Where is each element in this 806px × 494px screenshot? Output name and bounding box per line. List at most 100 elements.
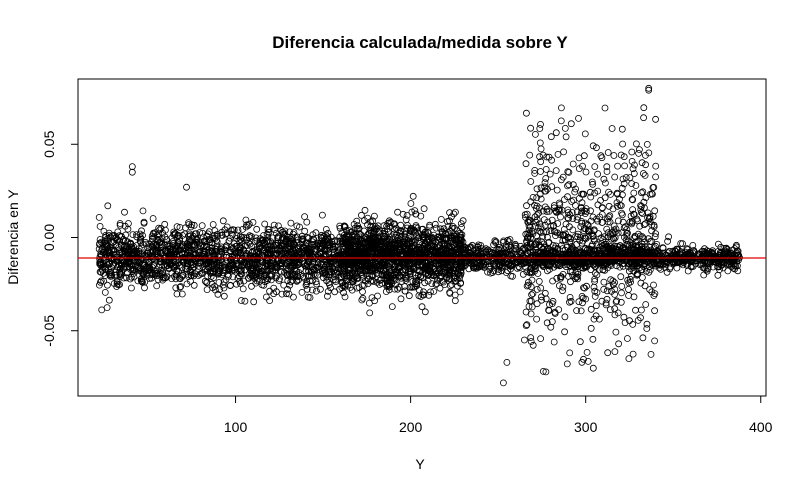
data-point <box>187 242 195 249</box>
data-point <box>336 222 344 230</box>
data-point <box>527 334 535 342</box>
data-point <box>643 320 651 328</box>
data-point <box>274 256 282 264</box>
data-point <box>121 208 128 216</box>
data-point <box>260 246 268 254</box>
data-point <box>189 261 196 269</box>
data-point <box>266 297 274 305</box>
data-point <box>304 293 312 301</box>
data-point <box>299 236 307 244</box>
data-point <box>612 328 620 336</box>
data-point <box>308 286 316 294</box>
data-point <box>445 260 453 268</box>
data-point <box>312 264 320 272</box>
y-tick-label: -0.05 <box>41 315 57 347</box>
y-tick-label: 0.05 <box>41 130 57 157</box>
data-point <box>252 264 260 272</box>
data-point <box>340 263 348 271</box>
data-point <box>208 247 216 255</box>
data-point <box>523 109 530 117</box>
data-point <box>594 170 601 178</box>
data-point <box>149 271 157 279</box>
data-point <box>215 279 223 286</box>
data-point <box>569 160 577 168</box>
data-point <box>121 222 129 230</box>
data-point <box>564 182 571 190</box>
data-point <box>126 275 134 283</box>
data-point <box>168 243 176 251</box>
data-point <box>157 224 165 232</box>
data-point <box>219 217 227 225</box>
data-point <box>611 305 619 313</box>
data-point <box>323 292 331 300</box>
data-point <box>236 232 244 240</box>
data-point <box>355 284 363 291</box>
data-point <box>100 260 107 268</box>
data-point <box>241 242 249 250</box>
data-point <box>312 229 320 237</box>
data-point <box>632 306 639 314</box>
data-point <box>208 280 216 288</box>
data-point <box>724 267 732 275</box>
data-point <box>147 248 155 256</box>
data-point <box>405 260 413 268</box>
data-point <box>640 104 648 112</box>
data-point <box>561 124 569 132</box>
data-point <box>522 160 530 168</box>
data-point <box>98 252 105 260</box>
data-point <box>213 260 221 267</box>
data-point <box>196 270 204 278</box>
data-point <box>609 277 617 285</box>
data-point <box>305 234 313 242</box>
data-point <box>600 278 608 286</box>
data-point <box>541 289 549 297</box>
data-point <box>591 269 599 277</box>
data-point <box>573 307 580 315</box>
data-point <box>149 215 157 222</box>
data-point <box>562 133 570 141</box>
data-point <box>601 104 609 112</box>
data-point <box>394 208 402 216</box>
data-point <box>603 225 611 233</box>
data-point <box>642 301 650 308</box>
data-point <box>120 243 128 251</box>
data-point <box>359 294 367 302</box>
data-point <box>166 245 174 253</box>
data-point <box>248 282 255 290</box>
data-point <box>652 115 659 123</box>
data-point <box>218 228 226 236</box>
data-point <box>194 238 202 246</box>
data-point <box>211 227 219 235</box>
data-point <box>129 231 137 239</box>
data-point <box>589 364 597 372</box>
data-point <box>617 273 625 281</box>
data-point <box>377 276 385 284</box>
data-point <box>547 133 555 141</box>
data-point <box>608 125 616 132</box>
data-point <box>349 274 357 282</box>
data-point <box>458 223 465 231</box>
data-point <box>287 219 295 227</box>
data-point <box>432 224 440 232</box>
data-point <box>277 226 285 234</box>
data-point <box>247 264 255 272</box>
data-point <box>411 271 419 279</box>
data-point <box>537 335 544 343</box>
data-point <box>354 265 362 273</box>
data-point <box>304 272 312 280</box>
data-point <box>426 223 433 231</box>
data-point <box>372 226 380 233</box>
data-point <box>96 281 103 289</box>
data-point <box>604 149 612 156</box>
data-point <box>264 275 272 283</box>
data-point <box>323 277 331 285</box>
data-point <box>99 266 107 274</box>
chart-title: Diferencia calculada/medida sobre Y <box>272 33 568 52</box>
data-point <box>133 248 141 256</box>
data-point <box>642 161 649 169</box>
data-point <box>331 237 339 244</box>
data-point <box>307 240 315 248</box>
data-point <box>222 242 230 250</box>
data-point <box>127 284 135 292</box>
